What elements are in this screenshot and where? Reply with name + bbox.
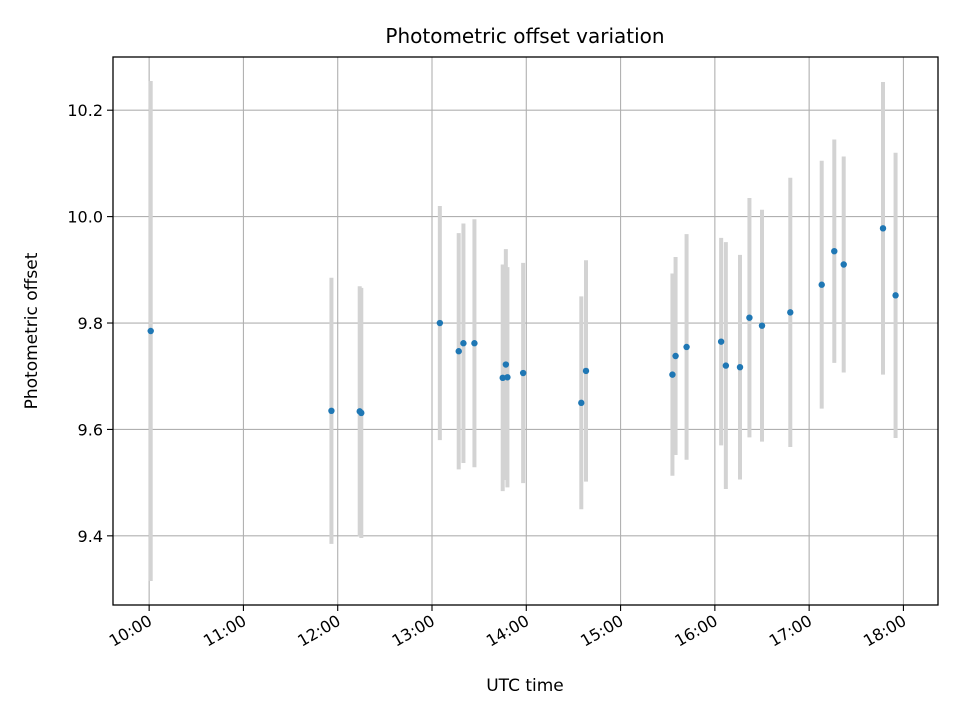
y-tick-label: 10.0 (67, 208, 103, 227)
y-tick-label: 9.6 (78, 420, 103, 439)
data-point (519, 369, 527, 377)
y-tick-label: 10.2 (67, 101, 103, 120)
chart-title: Photometric offset variation (385, 24, 664, 48)
data-point (722, 362, 730, 369)
data-point (358, 409, 365, 417)
data-point (840, 261, 847, 268)
y-tick-label: 9.8 (78, 314, 103, 333)
data-point (818, 281, 825, 288)
y-axis-title: Photometric offset (22, 252, 42, 409)
x-axis-title: UTC time (486, 676, 564, 696)
data-point (455, 348, 462, 355)
data-point (471, 340, 478, 347)
data-point (582, 367, 590, 375)
data-point (746, 314, 753, 321)
data-point (147, 327, 154, 335)
data-point (892, 292, 899, 299)
data-point (460, 340, 467, 347)
data-point (758, 322, 766, 329)
data-point (328, 407, 335, 415)
plot-frame (112, 56, 939, 606)
data-point (879, 225, 887, 232)
data-point (672, 352, 679, 360)
data-point (831, 247, 838, 255)
data-points (147, 225, 899, 417)
y-tick-label: 9.4 (78, 527, 103, 546)
grid (113, 57, 938, 605)
data-point (736, 363, 744, 371)
data-point (683, 343, 690, 351)
data-point (499, 374, 506, 382)
data-point (717, 338, 725, 345)
data-point (502, 361, 510, 368)
data-point (669, 371, 676, 378)
data-point (504, 374, 511, 381)
data-point (578, 399, 585, 407)
data-point (436, 319, 444, 327)
data-point (787, 309, 794, 316)
y-axis-ticks: 9.4 9.6 9.8 10.0 10.2 (67, 101, 113, 546)
